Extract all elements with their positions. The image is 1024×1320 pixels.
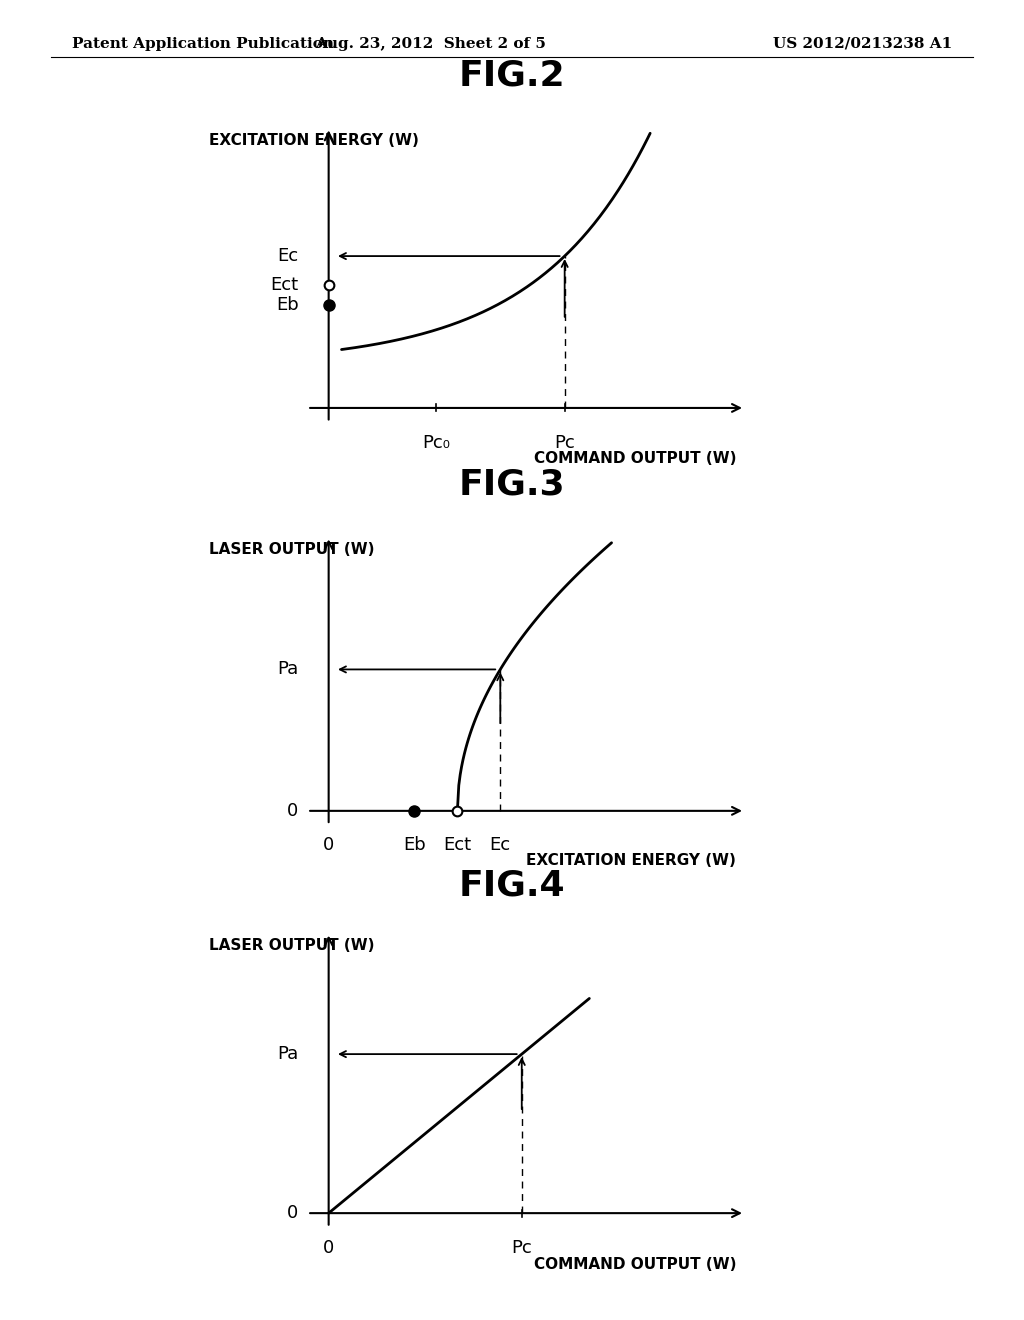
Text: Aug. 23, 2012  Sheet 2 of 5: Aug. 23, 2012 Sheet 2 of 5 xyxy=(314,37,546,51)
Text: US 2012/0213238 A1: US 2012/0213238 A1 xyxy=(773,37,952,51)
Text: FIG.4: FIG.4 xyxy=(459,869,565,903)
Text: Ect: Ect xyxy=(270,276,299,294)
Text: Pa: Pa xyxy=(278,660,299,678)
Text: LASER OUTPUT (W): LASER OUTPUT (W) xyxy=(209,543,374,557)
Text: Eb: Eb xyxy=(403,837,426,854)
Text: Ec: Ec xyxy=(489,837,511,854)
Text: COMMAND OUTPUT (W): COMMAND OUTPUT (W) xyxy=(534,451,736,466)
Text: Pc: Pc xyxy=(554,434,575,451)
Text: Ec: Ec xyxy=(278,247,299,265)
Text: Patent Application Publication: Patent Application Publication xyxy=(72,37,334,51)
Text: Ect: Ect xyxy=(443,837,471,854)
Text: Pa: Pa xyxy=(278,1045,299,1063)
Text: Eb: Eb xyxy=(275,296,299,314)
Text: 0: 0 xyxy=(288,801,299,820)
Text: 0: 0 xyxy=(323,837,334,854)
Text: FIG.3: FIG.3 xyxy=(459,467,565,502)
Text: Pc: Pc xyxy=(511,1239,532,1257)
Text: FIG.2: FIG.2 xyxy=(459,58,565,92)
Text: COMMAND OUTPUT (W): COMMAND OUTPUT (W) xyxy=(534,1257,736,1271)
Text: EXCITATION ENERGY (W): EXCITATION ENERGY (W) xyxy=(209,133,419,148)
Text: 0: 0 xyxy=(288,1204,299,1222)
Text: 0: 0 xyxy=(323,1239,334,1257)
Text: EXCITATION ENERGY (W): EXCITATION ENERGY (W) xyxy=(526,853,736,869)
Text: Pc₀: Pc₀ xyxy=(422,434,450,451)
Text: LASER OUTPUT (W): LASER OUTPUT (W) xyxy=(209,939,374,953)
